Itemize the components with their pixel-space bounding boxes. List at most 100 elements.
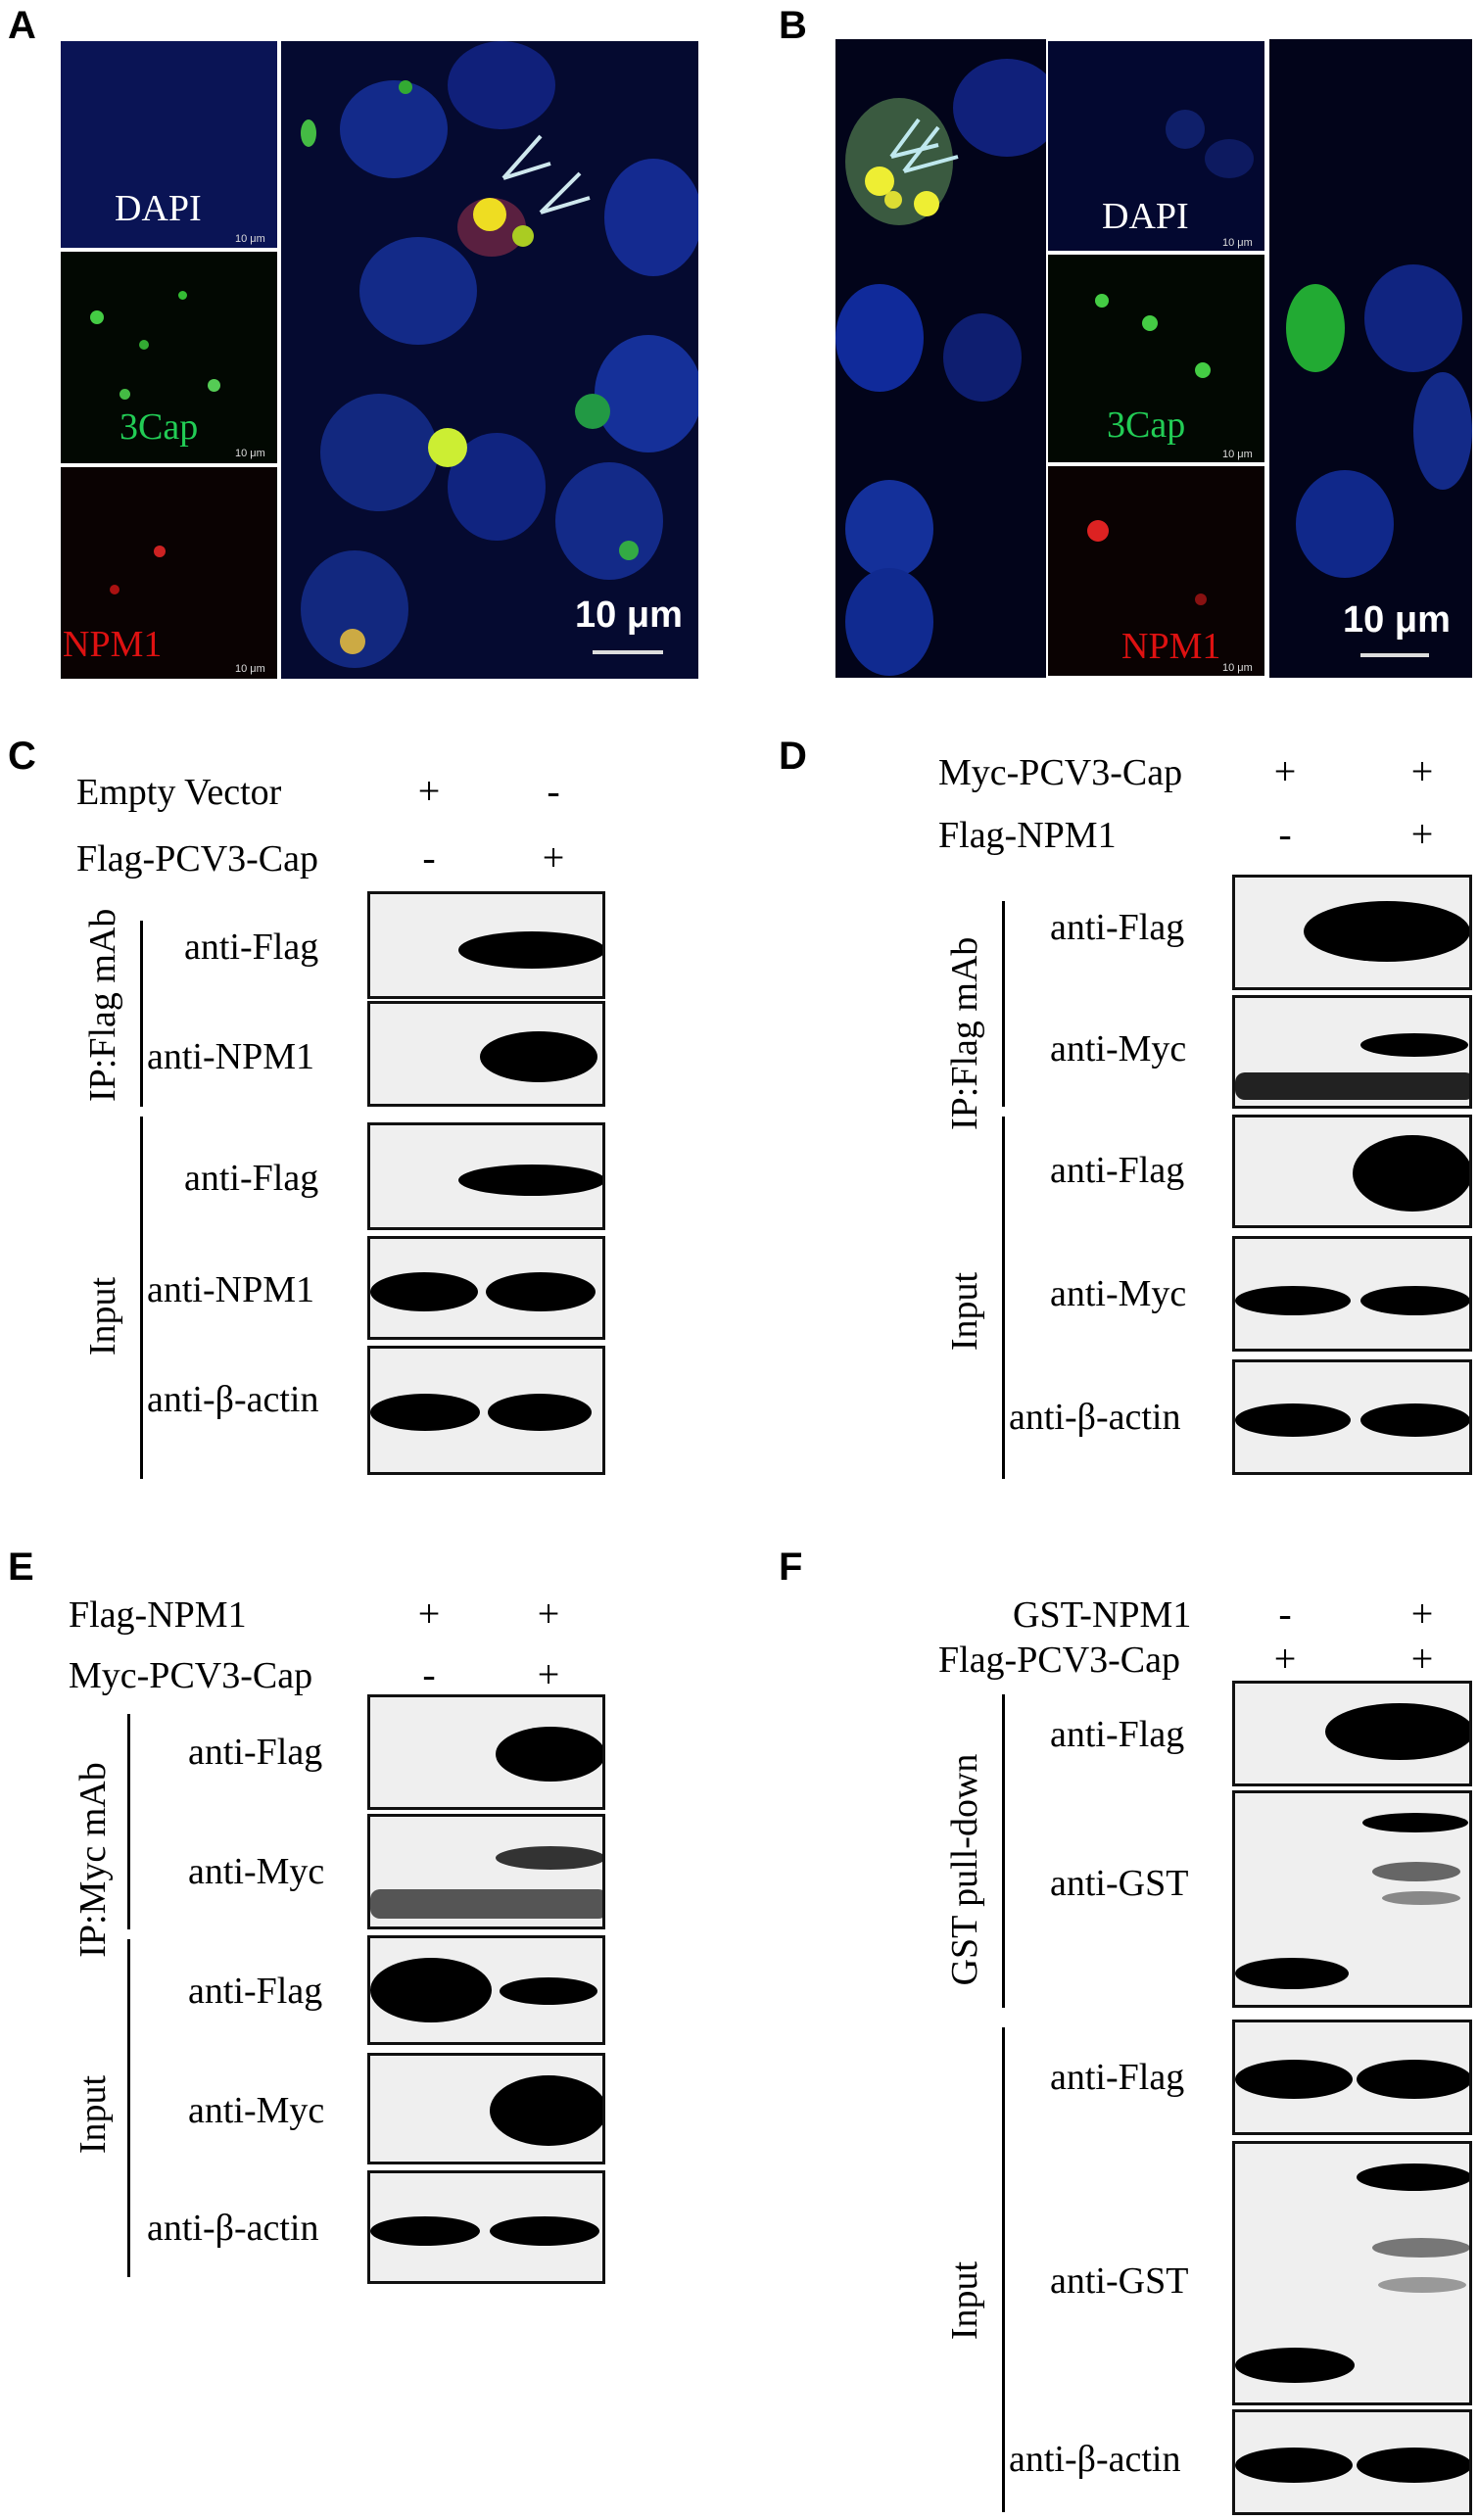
inset-b-npm1-scale: 10 μm	[1222, 662, 1253, 674]
group-label-e-2: Input	[72, 2074, 114, 2155]
sign-e-2-1: -	[422, 1652, 436, 1696]
scale-b-bar	[1360, 653, 1429, 657]
blot-c-1	[367, 891, 605, 999]
blot-label-e-3: anti-Flag	[188, 1971, 323, 2012]
inset-a-3cap-scale: 10 μm	[235, 448, 265, 459]
blot-e-4	[367, 2053, 605, 2164]
sign-f-1-1: -	[1278, 1592, 1292, 1636]
blot-label-f-5: anti-β-actin	[1009, 2439, 1181, 2480]
sign-d-2-1: -	[1278, 812, 1292, 856]
panel-label-d: D	[779, 735, 807, 778]
blot-c-5	[367, 1346, 605, 1475]
inset-b-dapi-label: DAPI	[1102, 196, 1189, 237]
inset-b-dapi: DAPI 10 μm	[1046, 39, 1266, 253]
inset-a-dapi: DAPI 10 μm	[59, 39, 279, 250]
blot-label-d-3: anti-Flag	[1050, 1150, 1185, 1191]
blot-label-e-2: anti-Myc	[188, 1851, 325, 1892]
sign-c-2-1: -	[422, 835, 436, 880]
blot-f-1	[1232, 1681, 1472, 1786]
blot-label-f-1: anti-Flag	[1050, 1714, 1185, 1755]
group-label-f-1: GST pull-down	[944, 1753, 985, 1986]
arrow-icon	[501, 134, 591, 214]
condition-e-2: Myc-PCV3-Cap	[69, 1655, 313, 1696]
inset-b-dapi-scale: 10 μm	[1222, 237, 1253, 249]
panel-label-a: A	[8, 4, 36, 47]
inset-b-3cap-scale: 10 μm	[1222, 449, 1253, 460]
blot-label-e-5: anti-β-actin	[147, 2208, 319, 2249]
blot-f-4	[1232, 2141, 1472, 2405]
blot-e-1	[367, 1694, 605, 1810]
sign-d-1-1: +	[1273, 749, 1297, 793]
blot-label-e-4: anti-Myc	[188, 2090, 325, 2131]
group-bracket-d-1	[1002, 901, 1005, 1107]
sign-c-2-2: +	[542, 835, 565, 880]
blot-c-3	[367, 1122, 605, 1230]
group-label-e-1: IP:Myc mAb	[72, 1762, 114, 1958]
blot-e-2	[367, 1814, 605, 1929]
group-bracket-f-2	[1002, 2027, 1005, 2512]
inset-a-3cap-label: 3Cap	[119, 406, 199, 448]
inset-a-dapi-label: DAPI	[115, 188, 202, 229]
blot-label-f-3: anti-Flag	[1050, 2057, 1185, 2098]
condition-f-2: Flag-PCV3-Cap	[938, 1640, 1180, 1681]
group-bracket-e-1	[127, 1714, 130, 1929]
group-bracket-f-1	[1002, 1694, 1005, 2008]
merge-a: 10 μm	[279, 39, 700, 681]
group-label-c-1: IP:Flag mAb	[82, 908, 123, 1102]
sign-d-1-2: +	[1410, 749, 1434, 793]
condition-d-1: Myc-PCV3-Cap	[938, 752, 1183, 793]
inset-b-npm1: NPM1 10 μm	[1046, 464, 1266, 678]
inset-b-npm1-label: NPM1	[1121, 626, 1221, 667]
sign-f-2-1: +	[1273, 1637, 1297, 1681]
blot-label-c-5: anti-β-actin	[147, 1379, 319, 1420]
blot-label-f-2: anti-GST	[1050, 1863, 1189, 1904]
group-bracket-c-1	[140, 921, 143, 1107]
blot-d-1	[1232, 875, 1472, 990]
panel-label-b: B	[779, 4, 807, 47]
group-bracket-d-2	[1002, 1117, 1005, 1479]
inset-b-3cap-label: 3Cap	[1107, 404, 1186, 446]
group-label-f-2: Input	[944, 2260, 985, 2341]
blot-label-c-3: anti-Flag	[184, 1158, 319, 1199]
inset-a-3cap: 3Cap 10 μm	[59, 250, 279, 465]
sign-f-1-2: +	[1410, 1592, 1434, 1636]
group-label-d-2: Input	[944, 1271, 985, 1352]
blot-f-2	[1232, 1790, 1472, 2008]
panel-b-micrographs: DAPI 10 μm 3Cap 10 μm NPM1 10 μm 10 μm	[835, 39, 1472, 678]
blot-d-4	[1232, 1236, 1472, 1352]
blot-label-d-1: anti-Flag	[1050, 907, 1185, 948]
inset-a-dapi-scale: 10 μm	[235, 233, 265, 245]
sign-e-1-2: +	[537, 1592, 560, 1636]
blot-c-2	[367, 1001, 605, 1107]
group-label-c-2: Input	[82, 1276, 123, 1356]
blot-label-d-4: anti-Myc	[1050, 1273, 1187, 1314]
blot-f-3	[1232, 2020, 1472, 2135]
group-label-d-1: IP:Flag mAb	[944, 936, 985, 1130]
blot-d-2	[1232, 995, 1472, 1109]
panel-a-micrographs: DAPI 10 μm 3Cap 10 μm NPM1 10 μm	[59, 39, 700, 681]
blot-label-f-4: anti-GST	[1050, 2260, 1189, 2302]
panel-label-e: E	[8, 1545, 34, 1589]
inset-a-npm1-scale: 10 μm	[235, 663, 265, 675]
blot-label-e-1: anti-Flag	[188, 1732, 323, 1773]
blot-f-5	[1232, 2409, 1472, 2515]
blot-d-5	[1232, 1359, 1472, 1475]
panel-label-f: F	[779, 1545, 803, 1589]
sign-e-2-2: +	[537, 1652, 560, 1696]
scale-a-bar	[593, 650, 663, 654]
sign-c-1-2: -	[547, 769, 560, 813]
blot-label-c-2: anti-NPM1	[147, 1036, 314, 1077]
blot-label-d-2: anti-Myc	[1050, 1028, 1187, 1070]
condition-f-1: GST-NPM1	[1013, 1594, 1192, 1636]
blot-label-d-5: anti-β-actin	[1009, 1397, 1181, 1438]
blot-label-c-1: anti-Flag	[184, 927, 319, 968]
inset-a-npm1: NPM1 10 μm	[59, 465, 279, 681]
sign-c-1-1: +	[417, 769, 441, 813]
blot-label-c-4: anti-NPM1	[147, 1269, 314, 1310]
scale-a-label: 10 μm	[575, 594, 683, 636]
arrow-icon	[889, 118, 959, 173]
group-bracket-c-2	[140, 1117, 143, 1479]
sign-d-2-2: +	[1410, 812, 1434, 856]
blot-e-5	[367, 2170, 605, 2284]
inset-b-3cap: 3Cap 10 μm	[1046, 253, 1266, 464]
